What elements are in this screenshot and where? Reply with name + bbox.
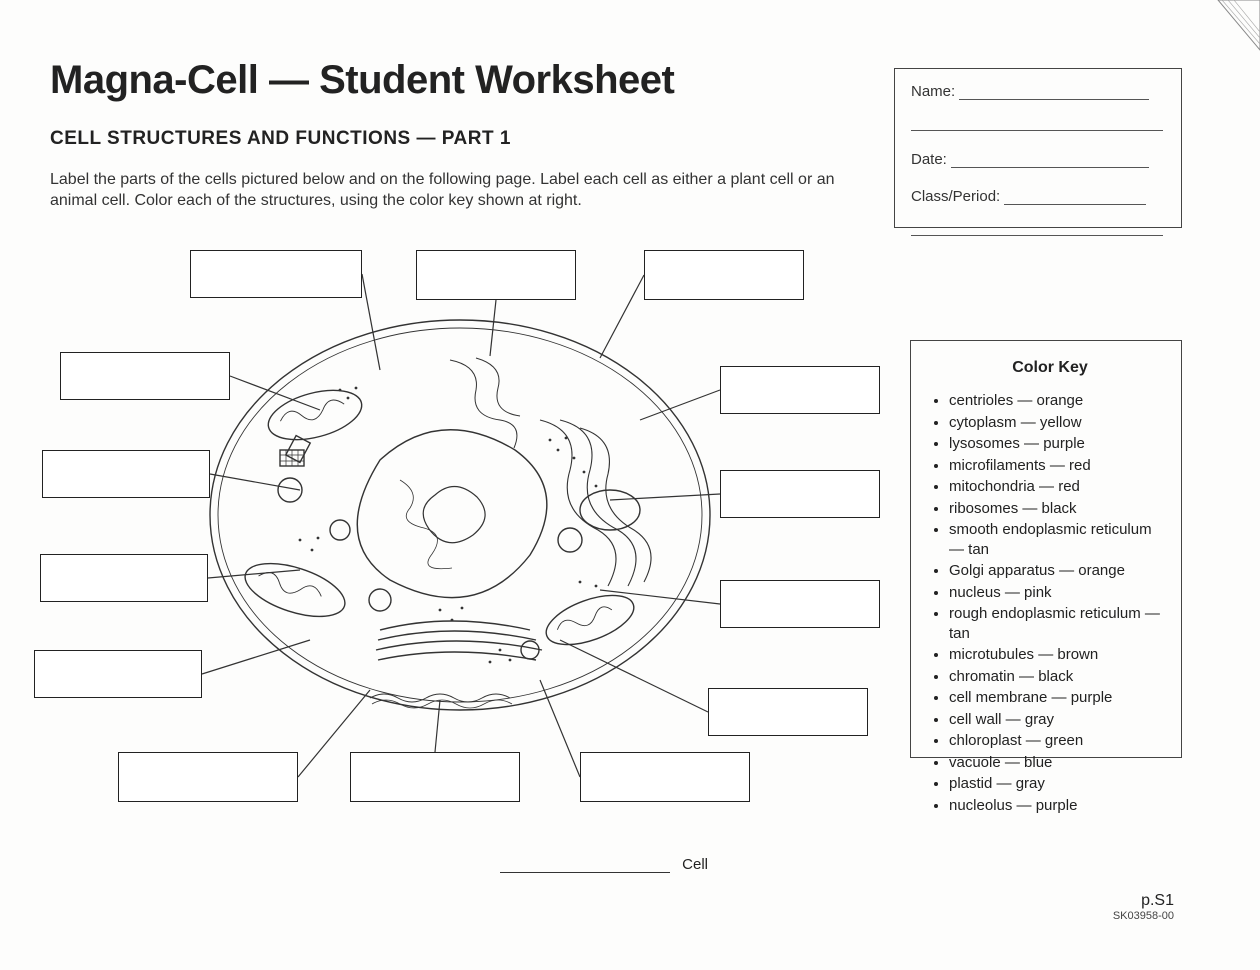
date-blank[interactable] — [951, 167, 1149, 168]
cell-type-blank[interactable] — [500, 872, 670, 873]
label-box[interactable] — [708, 688, 868, 736]
color-key-list: centrioles — orangecytoplasm — yellowlys… — [933, 391, 1167, 815]
label-box[interactable] — [190, 250, 362, 298]
label-box[interactable] — [34, 650, 202, 698]
label-box[interactable] — [720, 580, 880, 628]
color-key-item: chromatin — black — [949, 667, 1167, 687]
color-key-item: microfilaments — red — [949, 456, 1167, 476]
color-key-item: mitochondria — red — [949, 477, 1167, 497]
color-key-item: Golgi apparatus — orange — [949, 561, 1167, 581]
class-row: Class/Period: — [911, 188, 1165, 205]
catalog-number: SK03958-00 — [1113, 910, 1174, 922]
student-info-box: Name: Date: Class/Period: — [894, 68, 1182, 228]
color-key-item: rough endoplasmic reticulum — tan — [949, 604, 1167, 643]
page-title: Magna-Cell — Student Worksheet — [50, 58, 674, 103]
page-corner-fold — [1200, 0, 1260, 60]
instructions-text: Label the parts of the cells pictured be… — [50, 170, 870, 212]
label-box[interactable] — [118, 752, 298, 802]
page-number: p.S1 — [1113, 892, 1174, 910]
class-blank[interactable] — [1004, 204, 1146, 205]
date-row: Date: — [911, 151, 1165, 168]
label-box[interactable] — [720, 470, 880, 518]
color-key-item: nucleolus — purple — [949, 796, 1167, 816]
class-row-2 — [911, 219, 1165, 236]
color-key-item: cytoplasm — yellow — [949, 413, 1167, 433]
color-key-item: chloroplast — green — [949, 731, 1167, 751]
class-blank-2[interactable] — [911, 235, 1163, 236]
color-key-title: Color Key — [933, 359, 1167, 377]
label-box[interactable] — [416, 250, 576, 300]
color-key-box: Color Key centrioles — orangecytoplasm —… — [910, 340, 1182, 758]
worksheet-page: Magna-Cell — Student Worksheet CELL STRU… — [0, 0, 1260, 970]
cell-type-suffix: Cell — [682, 856, 708, 873]
color-key-item: cell membrane — purple — [949, 688, 1167, 708]
color-key-item: plastid — gray — [949, 774, 1167, 794]
label-box[interactable] — [644, 250, 804, 300]
name-blank[interactable] — [959, 99, 1149, 100]
cell-type-caption: Cell — [500, 856, 708, 873]
color-key-item: centrioles — orange — [949, 391, 1167, 411]
name-row-2 — [911, 114, 1165, 131]
label-box[interactable] — [60, 352, 230, 400]
page-footer: p.S1 SK03958-00 — [1113, 892, 1174, 922]
color-key-item: nucleus — pink — [949, 583, 1167, 603]
color-key-item: smooth endoplasmic reticulum — tan — [949, 520, 1167, 559]
color-key-item: microtubules — brown — [949, 645, 1167, 665]
name-row: Name: — [911, 83, 1165, 100]
label-box[interactable] — [720, 366, 880, 414]
label-box[interactable] — [40, 554, 208, 602]
color-key-item: vacuole — blue — [949, 753, 1167, 773]
color-key-item: lysosomes — purple — [949, 434, 1167, 454]
page-subtitle: CELL STRUCTURES AND FUNCTIONS — PART 1 — [50, 128, 511, 150]
date-label: Date: — [911, 151, 947, 168]
name-blank-2[interactable] — [911, 130, 1163, 131]
label-box[interactable] — [42, 450, 210, 498]
cell-diagram — [200, 300, 720, 740]
class-label: Class/Period: — [911, 188, 1000, 205]
label-box[interactable] — [580, 752, 750, 802]
color-key-item: cell wall — gray — [949, 710, 1167, 730]
label-box[interactable] — [350, 752, 520, 802]
color-key-item: ribosomes — black — [949, 499, 1167, 519]
name-label: Name: — [911, 83, 955, 100]
